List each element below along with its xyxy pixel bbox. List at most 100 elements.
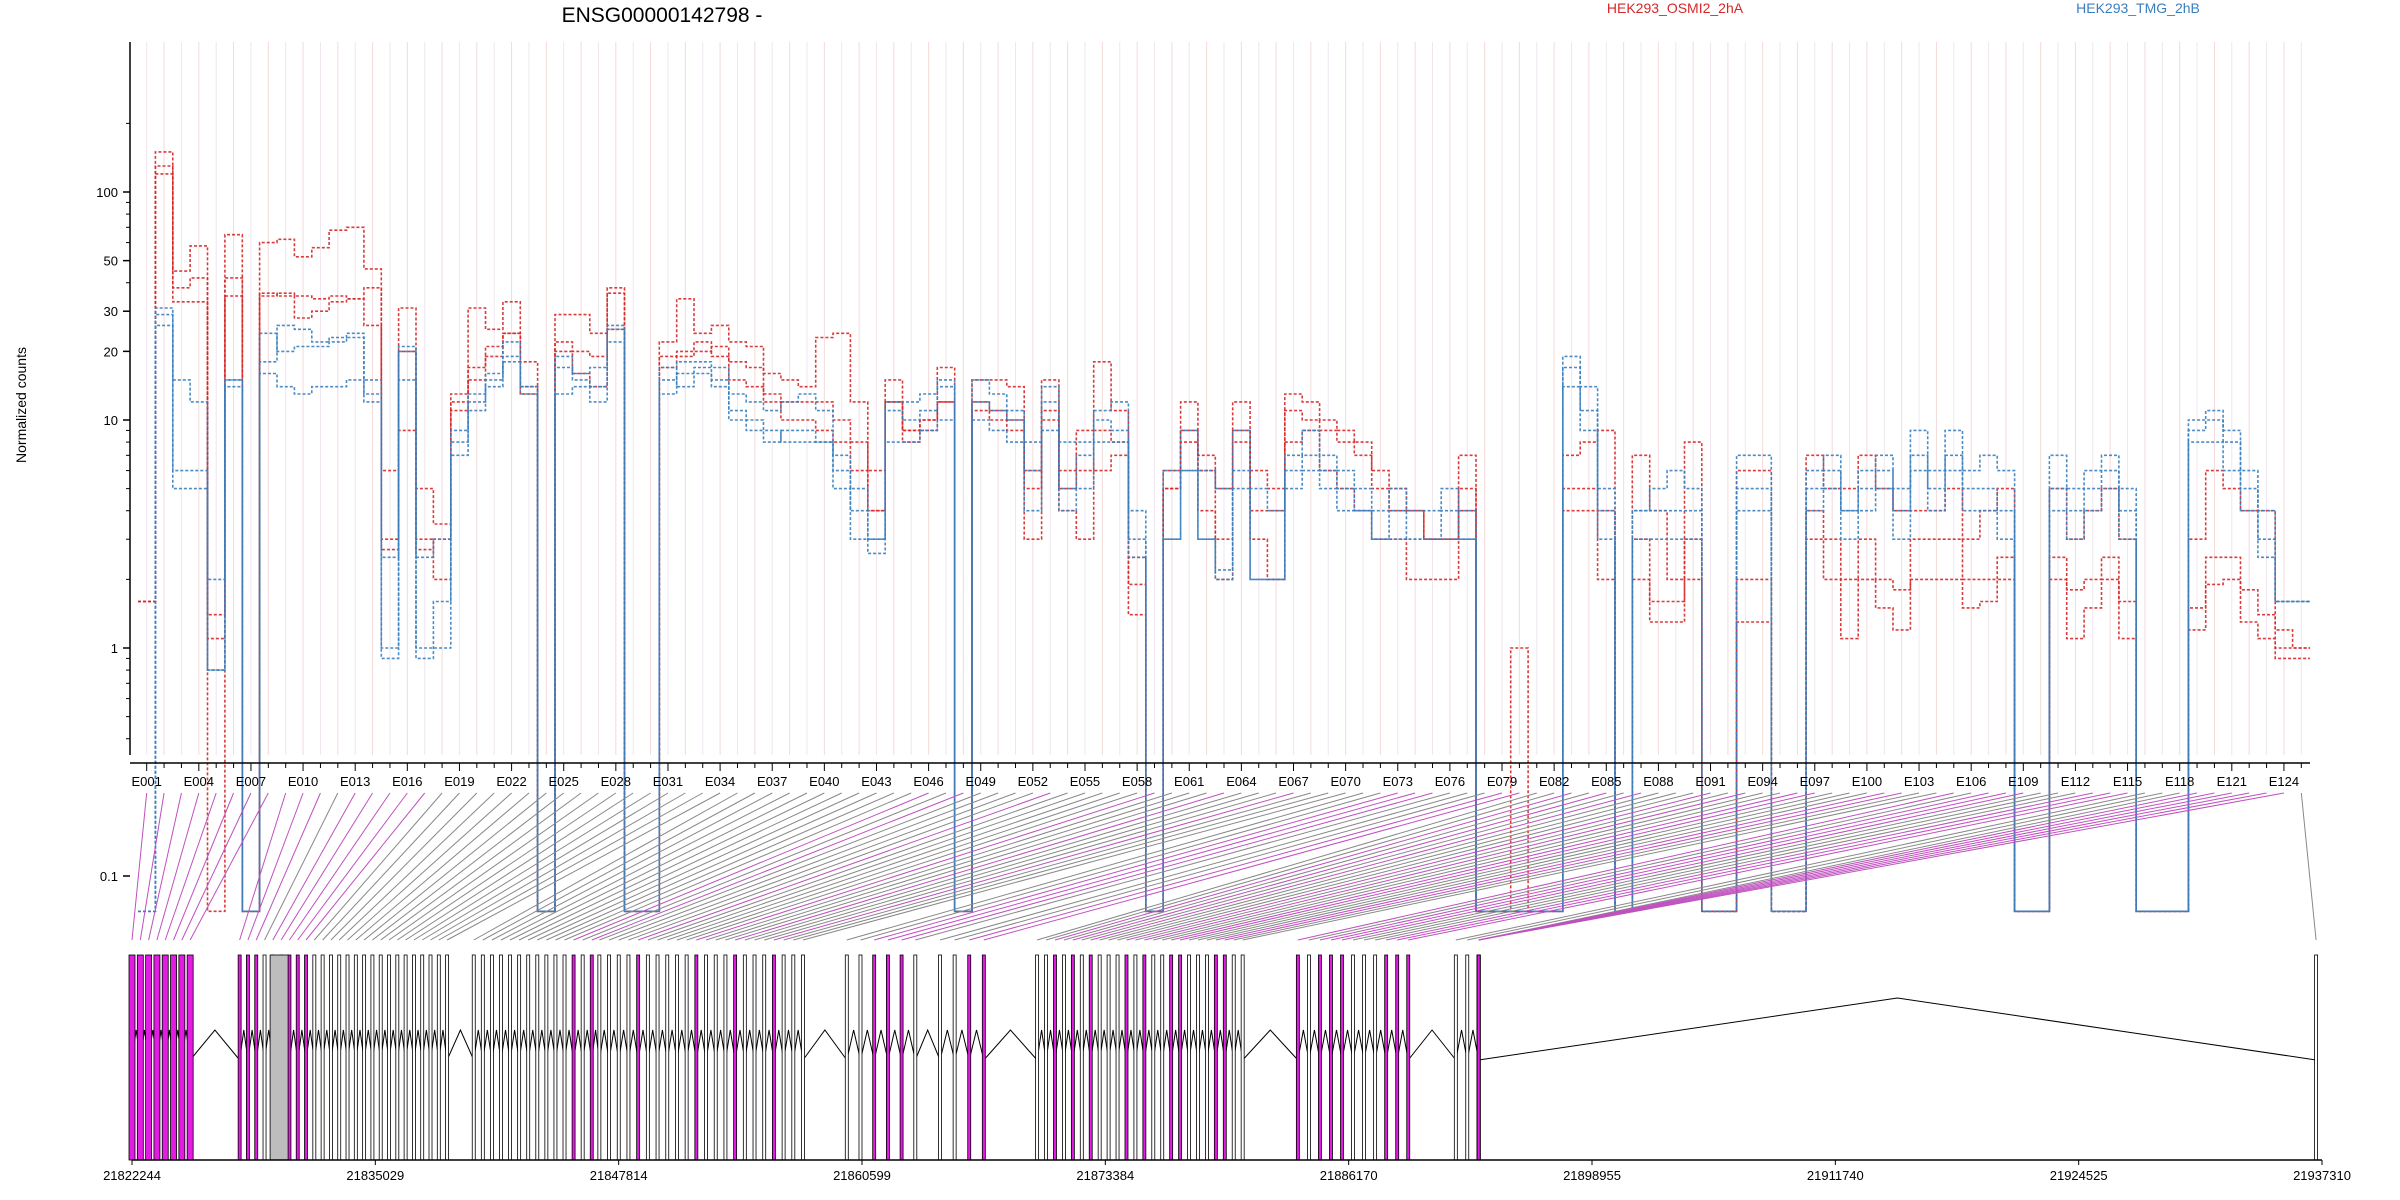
exon-box: [1062, 954, 1066, 1161]
exon-box: [428, 954, 433, 1161]
connector: [725, 792, 1207, 941]
intron-line: [1466, 1029, 1480, 1061]
intron-line: [914, 1028, 941, 1061]
connector-significant: [297, 792, 408, 941]
connector: [1081, 792, 1624, 941]
genome-tick-label: 21886170: [1320, 1168, 1378, 1183]
exon-tick-label: E088: [1643, 774, 1673, 789]
exon-box-significant: [694, 954, 699, 1161]
exon-box: [535, 954, 540, 1161]
connector: [783, 792, 1312, 941]
connector-significant: [1171, 792, 1798, 941]
exon-box: [2314, 954, 2318, 1161]
exon-box: [353, 954, 358, 1161]
connector-significant: [156, 792, 200, 941]
exon-box-significant: [1329, 954, 1333, 1161]
exon-tick-label: E034: [705, 774, 735, 789]
exon-box: [952, 954, 957, 1161]
connector-significant: [1224, 792, 1902, 941]
genome-tick-label: 21911740: [1807, 1168, 1864, 1183]
exon-box: [1205, 954, 1209, 1161]
exon-box: [858, 954, 863, 1161]
connector-significant: [139, 792, 165, 941]
connector-significant: [247, 792, 304, 941]
y-tick-label: 0.1: [100, 869, 118, 884]
connector-significant: [1319, 792, 1989, 941]
connector-significant: [1408, 792, 2128, 941]
connector-significant: [734, 792, 1225, 941]
connector: [1352, 792, 2041, 941]
connector: [1242, 792, 1937, 941]
connector-significant: [901, 792, 1433, 941]
exon-box: [1133, 954, 1138, 1161]
connector: [715, 792, 1190, 941]
exon-tick-label: E037: [757, 774, 787, 789]
y-tick-label: 20: [104, 344, 118, 359]
exon-box-significant: [1318, 954, 1322, 1161]
exon-tick-label: E040: [809, 774, 839, 789]
exon-box-significant: [899, 954, 904, 1161]
exon-tick-label: E046: [913, 774, 943, 789]
exon-tick-label: E001: [132, 774, 162, 789]
connector: [1099, 792, 1659, 941]
exon-box: [412, 954, 416, 1161]
intron-line: [887, 1029, 903, 1061]
exon-box: [626, 954, 631, 1161]
y-tick-label: 30: [104, 304, 118, 319]
connector: [313, 792, 443, 941]
intron-line: [1407, 1029, 1457, 1061]
exon-tick-label: E028: [601, 774, 631, 789]
exon-tick-label: E085: [1591, 774, 1621, 789]
connector: [1153, 792, 1763, 941]
exon-box: [345, 954, 350, 1161]
exon-tick-label: E031: [653, 774, 683, 789]
connector: [1162, 792, 1781, 941]
genome-tick-label: 21835029: [346, 1168, 404, 1183]
exon-tick-label: E004: [184, 774, 214, 789]
connector-significant: [887, 792, 1416, 941]
y-tick-label: 100: [96, 185, 118, 200]
exon-tick-label: E052: [1018, 774, 1048, 789]
exon-box: [580, 954, 585, 1161]
connector: [628, 792, 1034, 941]
exon-box: [312, 954, 317, 1161]
connector: [555, 792, 895, 941]
connector: [939, 792, 1468, 941]
connector: [846, 792, 1364, 941]
connector-significant: [1215, 792, 1885, 941]
exon-box: [1351, 954, 1355, 1161]
exon-tick-label: E106: [1956, 774, 1986, 789]
connector: [1206, 792, 1868, 941]
connector: [764, 792, 1277, 941]
exon-tick-label: E055: [1070, 774, 1100, 789]
connector-significant: [189, 792, 269, 941]
exon-box-significant: [571, 954, 576, 1161]
connector: [647, 792, 1068, 941]
exon-box: [607, 954, 611, 1161]
exon-box-significant: [170, 954, 177, 1161]
connector: [676, 792, 1120, 941]
connector: [509, 792, 808, 941]
exon-box: [1044, 954, 1048, 1161]
connector-significant: [1090, 792, 1642, 941]
connector-significant: [1386, 792, 2093, 941]
exon-box: [1465, 954, 1470, 1161]
gene-model-track: [128, 954, 2318, 1161]
intron-line: [983, 1029, 1038, 1061]
connector-significant: [272, 792, 356, 941]
exon-box: [1097, 954, 1102, 1161]
connector-significant: [1478, 792, 2285, 941]
intron-line: [802, 1029, 848, 1061]
exon-box-significant: [254, 954, 259, 1161]
connector: [618, 792, 1016, 941]
exon-box: [616, 954, 621, 1161]
connector: [363, 792, 547, 941]
connector: [1135, 792, 1729, 941]
exon-box: [471, 954, 476, 1161]
exon-box-significant: [246, 954, 250, 1161]
connector: [1045, 792, 1555, 941]
intron-line: [954, 1029, 970, 1061]
connector: [1478, 792, 2180, 941]
connector-significant: [173, 792, 235, 941]
exon-box: [742, 954, 747, 1161]
